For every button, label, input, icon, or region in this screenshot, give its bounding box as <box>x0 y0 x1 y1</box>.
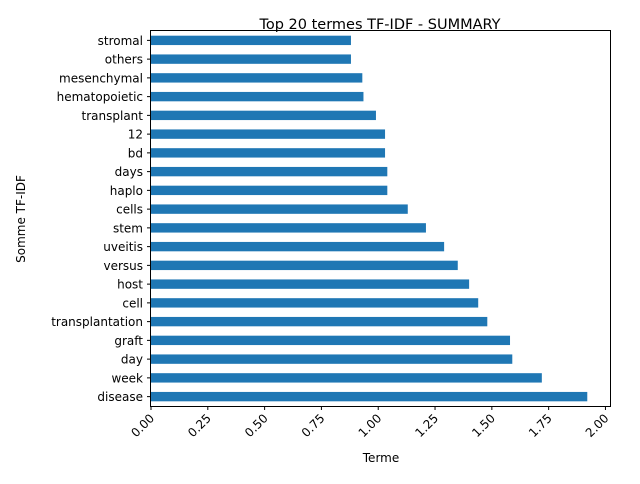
x-tick-label: 1.25 <box>412 411 441 440</box>
bar-cells <box>151 204 408 214</box>
y-tick-label: stromal <box>98 34 143 48</box>
bar-bd <box>151 148 386 158</box>
y-tick-label: week <box>111 371 143 385</box>
chart-title: Top 20 termes TF-IDF - SUMMARY <box>258 17 500 33</box>
y-axis-ticks: disease week day graft transplantation cell ho… <box>51 34 151 404</box>
x-tick-label: 1.00 <box>356 411 385 440</box>
bar-others <box>151 54 351 64</box>
bar-uveitis <box>151 241 445 252</box>
y-tick-label: uveitis <box>103 240 143 254</box>
x-axis-ticks: 0.00 0.25 0.50 0.75 1.00 1.25 1.50 1.75 2.00 <box>128 406 612 440</box>
x-tick-label: 1.50 <box>469 411 498 440</box>
y-tick-label: stem <box>113 221 143 235</box>
y-tick-label: cell <box>122 296 143 310</box>
bar-week <box>151 373 542 383</box>
bar-haplo <box>151 185 388 196</box>
y-tick-label: day <box>121 353 143 367</box>
y-tick-label: disease <box>97 390 143 404</box>
y-tick-label: 12 <box>128 128 143 142</box>
y-tick-label: others <box>105 53 143 67</box>
y-tick-label: transplant <box>82 109 144 123</box>
bar-stem <box>151 223 426 233</box>
x-axis-label: Terme <box>362 451 399 465</box>
x-tick-label: 0.25 <box>185 411 214 440</box>
y-tick-label: bd <box>128 146 143 160</box>
y-tick-label: hematopoietic <box>57 90 143 104</box>
bar-transplant <box>151 110 376 121</box>
y-tick-label: haplo <box>110 184 143 198</box>
y-tick-label: transplantation <box>51 315 143 329</box>
bar-stromal <box>151 35 351 46</box>
bar-versus <box>151 260 458 271</box>
y-tick-label: graft <box>114 334 143 348</box>
bar-12 <box>151 129 386 139</box>
bar-transplantation <box>151 316 488 327</box>
y-tick-label: days <box>115 165 143 179</box>
bar-day <box>151 354 513 364</box>
y-tick-label: versus <box>103 259 143 273</box>
bar-cell <box>151 298 479 308</box>
bar-disease <box>151 391 588 402</box>
bar-graft <box>151 335 511 346</box>
bar-host <box>151 279 470 289</box>
x-tick-label: 1.75 <box>526 411 555 440</box>
bar-mesenchymal <box>151 73 363 83</box>
bar-hematopoietic <box>151 91 364 102</box>
bars-group <box>151 35 588 402</box>
plot-frame <box>150 30 611 407</box>
x-tick-label: 0.75 <box>299 411 328 440</box>
x-tick-label: 0.50 <box>242 411 271 440</box>
x-tick-label: 0.00 <box>128 411 157 440</box>
bar-days <box>151 166 388 177</box>
y-axis-label: Somme TF-IDF <box>14 175 28 263</box>
y-tick-label: mesenchymal <box>59 71 143 85</box>
y-tick-label: cells <box>116 203 143 217</box>
x-tick-label: 2.00 <box>583 411 612 440</box>
y-tick-label: host <box>117 278 143 292</box>
